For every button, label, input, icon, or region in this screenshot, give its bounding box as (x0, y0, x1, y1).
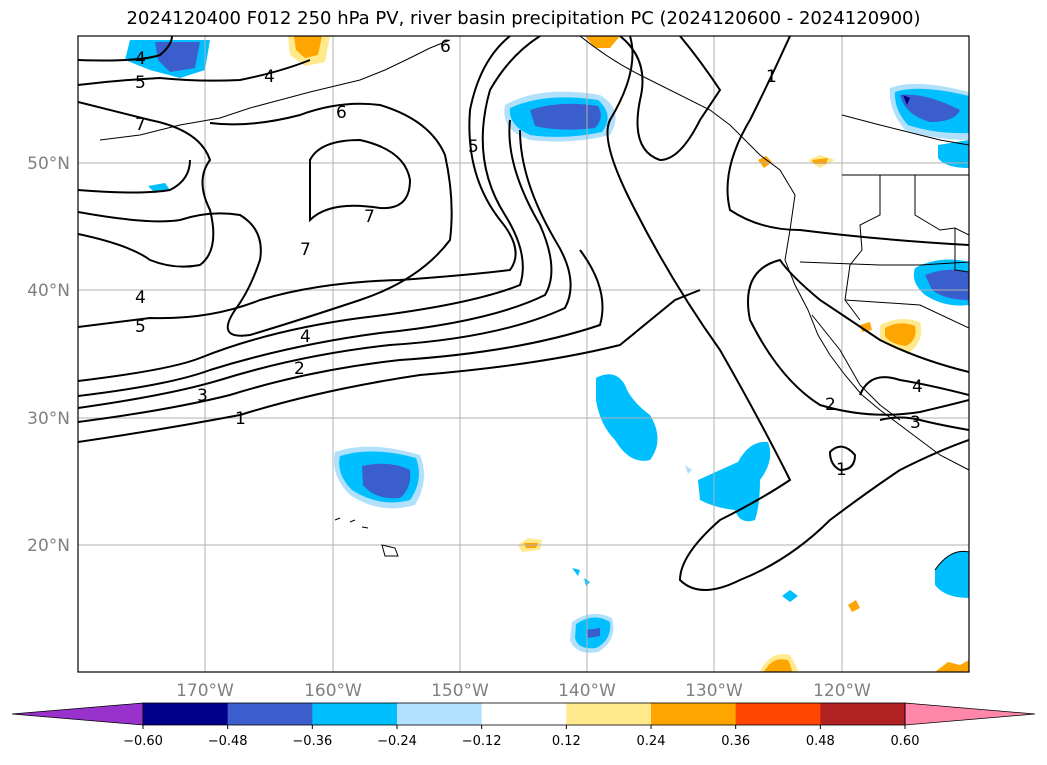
contour-label: 2 (825, 395, 836, 415)
coastlines (99, 36, 969, 571)
contour-label: 6 (336, 103, 347, 123)
lon-label: 160°W (304, 681, 362, 701)
lat-label: 50°N (27, 154, 70, 174)
lon-label: 150°W (431, 681, 489, 701)
contour-label: 3 (197, 386, 208, 406)
lon-label: 170°W (176, 681, 234, 701)
contour-label: 5 (135, 317, 146, 337)
contour-label: 4 (135, 288, 146, 308)
contour-label: 3 (910, 413, 921, 433)
contour-label: 4 (135, 49, 146, 69)
colorbar-box (820, 703, 906, 725)
colorbar-tick-label: −0.24 (377, 734, 417, 749)
colorbar-frame (142, 702, 906, 726)
map-content (78, 36, 969, 672)
colorbar-tick-label: 0.24 (637, 734, 666, 749)
contour-label: 5 (135, 73, 146, 93)
colorbar-box (312, 703, 398, 725)
colorbar-tick-label: 0.48 (806, 734, 835, 749)
map-background (78, 36, 969, 672)
contour-label: 7 (135, 115, 146, 135)
colorbar-box (651, 703, 737, 725)
contour-label: 1 (235, 409, 246, 429)
contour-label: 2 (294, 359, 305, 379)
contour-label: 4 (264, 67, 275, 87)
colorbar-extend-max (904, 702, 1036, 726)
colorbar-tick-label: −0.60 (123, 734, 163, 749)
colorbar-box (227, 703, 313, 725)
lat-label: 20°N (27, 536, 70, 556)
contour-label-group: 4 5 7 6 4 5 7 7 4 5 4 3 2 1 2 1 3 4 1 6 (135, 37, 923, 480)
lat-label: 40°N (27, 281, 70, 301)
colorbar-box (481, 703, 567, 725)
colorbar-tick-label: −0.36 (292, 734, 332, 749)
lon-label: 140°W (558, 681, 616, 701)
contour-label: 5 (468, 137, 479, 157)
precip-positive-shading (288, 36, 969, 672)
contour-label: 6 (440, 37, 451, 57)
contour-label: 4 (300, 327, 311, 347)
colorbar-box (735, 703, 821, 725)
lon-label: 120°W (813, 681, 871, 701)
colorbar-extend-min (11, 702, 144, 726)
contour-label: 7 (300, 240, 311, 260)
colorbar: −0.60 −0.48 −0.36 −0.24 −0.12 0.12 0.24 0.36 0.4… (11, 702, 1036, 749)
colorbar-box (397, 703, 483, 725)
colorbar-box (143, 703, 229, 725)
colorbar-tick-label: −0.48 (208, 734, 248, 749)
contour-label: 1 (836, 460, 847, 480)
colorbar-tick-label: 0.12 (552, 734, 581, 749)
precip-negative-shading (125, 40, 969, 653)
figure-title: 2024120400 F012 250 hPa PV, river basin … (126, 8, 921, 29)
map-frame (77, 35, 970, 673)
contour-label: 7 (364, 207, 375, 227)
pv-contours (78, 36, 969, 591)
colorbar-tick-label: 0.36 (721, 734, 750, 749)
lat-label: 30°N (27, 409, 70, 429)
contour-label: 4 (912, 377, 923, 397)
colorbar-tick-label: −0.12 (462, 734, 502, 749)
graticule (78, 36, 969, 672)
contour-label: 1 (766, 67, 777, 87)
colorbar-tick-label: 0.60 (891, 734, 920, 749)
colorbar-box (566, 703, 652, 725)
lon-label: 130°W (685, 681, 743, 701)
